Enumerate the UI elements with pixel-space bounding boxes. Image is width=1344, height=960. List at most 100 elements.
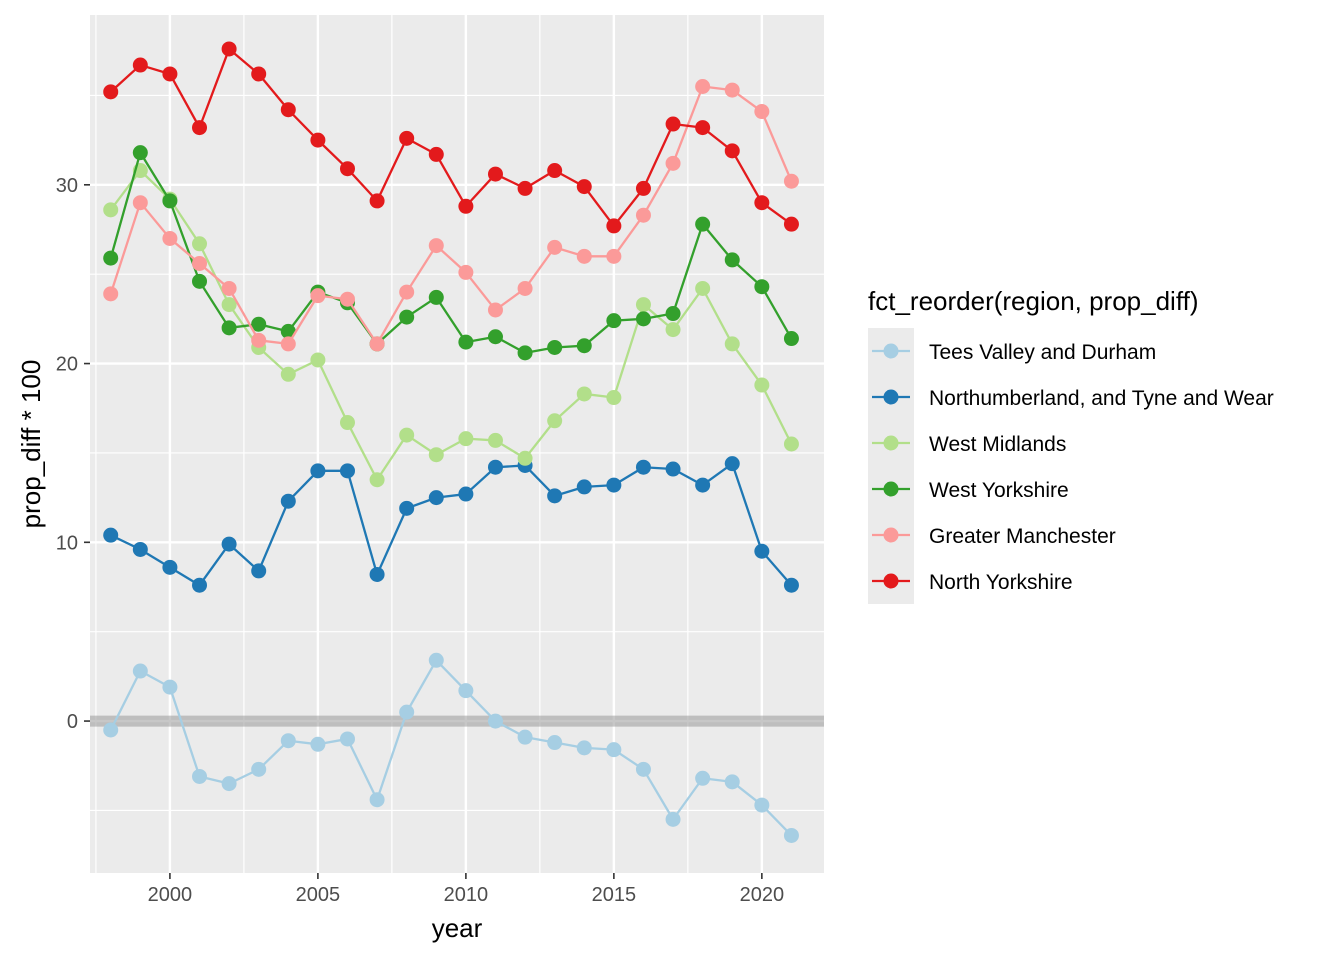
data-point [192, 236, 208, 252]
data-point [132, 663, 148, 679]
data-point [399, 284, 415, 300]
data-point [399, 500, 415, 516]
data-point [280, 102, 296, 118]
data-point [369, 566, 385, 582]
data-point [369, 193, 385, 209]
series-group [103, 652, 799, 843]
data-point [103, 202, 119, 218]
data-point [310, 352, 326, 368]
data-point [695, 216, 711, 232]
legend-label: West Midlands [929, 433, 1066, 456]
data-point [103, 527, 119, 543]
data-point [339, 415, 355, 431]
legend-items: Tees Valley and Durham Northumberland, an… [872, 341, 1274, 594]
data-point [695, 79, 711, 94]
data-point [280, 733, 296, 749]
data-point [695, 477, 711, 493]
x-axis: 2000 2005 2010 2015 2020 [148, 873, 784, 906]
data-point [695, 280, 711, 296]
data-point [280, 336, 296, 352]
data-point [754, 377, 770, 393]
x-tick-label: 2015 [592, 884, 637, 906]
legend-key-point [883, 481, 899, 497]
x-tick-label: 2010 [444, 884, 489, 906]
data-point [251, 316, 267, 332]
legend-item: West Yorkshire [872, 479, 1069, 502]
data-point [783, 173, 799, 189]
legend-label: West Yorkshire [929, 479, 1069, 502]
y-tick-label: 0 [67, 711, 78, 733]
data-point [369, 336, 385, 352]
data-point [458, 198, 474, 214]
data-point [132, 145, 148, 161]
data-point [665, 306, 681, 322]
data-point [635, 761, 651, 777]
data-point [724, 456, 740, 472]
legend-label: Tees Valley and Durham [929, 341, 1156, 364]
data-point [369, 472, 385, 488]
data-point [606, 477, 622, 493]
data-point [635, 311, 651, 327]
series-line [109, 169, 793, 481]
x-tick-label: 2005 [296, 884, 341, 906]
data-point [754, 543, 770, 559]
data-point [547, 339, 563, 355]
data-point [221, 280, 237, 296]
data-point [428, 289, 444, 305]
y-tick-label: 20 [56, 354, 78, 376]
data-point [547, 163, 563, 179]
data-point [192, 577, 208, 593]
data-point [280, 366, 296, 382]
data-point [576, 479, 592, 495]
data-point [606, 390, 622, 406]
legend-item: Greater Manchester [872, 525, 1116, 548]
data-point [487, 329, 503, 345]
data-point [783, 436, 799, 452]
data-point [280, 493, 296, 509]
data-point [310, 736, 326, 752]
data-point [635, 180, 651, 196]
y-tick-label: 10 [56, 532, 78, 554]
y-axis: 0 10 20 30 [56, 175, 90, 733]
data-point [517, 180, 533, 196]
data-point [162, 193, 178, 209]
series-group [103, 456, 799, 593]
data-point [251, 761, 267, 777]
data-point [221, 41, 237, 57]
data-point [251, 66, 267, 82]
data-point [251, 332, 267, 348]
data-point [724, 82, 740, 98]
data-point [310, 288, 326, 304]
data-point [783, 216, 799, 232]
data-point [221, 776, 237, 792]
data-point [547, 413, 563, 429]
series-layer [103, 41, 799, 843]
legend-item: North Yorkshire [872, 571, 1073, 594]
data-point [339, 463, 355, 479]
data-point [221, 536, 237, 552]
data-point [635, 459, 651, 475]
data-point [754, 195, 770, 211]
data-point [369, 792, 385, 808]
series-group [103, 163, 799, 488]
data-point [783, 827, 799, 843]
data-point [310, 132, 326, 148]
data-point [162, 559, 178, 575]
data-point [221, 320, 237, 336]
data-point [635, 297, 651, 313]
data-point [458, 334, 474, 350]
legend-item: Tees Valley and Durham [872, 341, 1156, 364]
data-point [724, 143, 740, 159]
data-point [517, 280, 533, 296]
data-point [339, 731, 355, 747]
data-point [251, 563, 267, 579]
series-group [103, 79, 799, 352]
data-point [635, 207, 651, 223]
legend-label: Northumberland, and Tyne and Wear [929, 387, 1274, 410]
data-point [103, 286, 119, 302]
data-point [487, 713, 503, 729]
data-point [487, 302, 503, 318]
data-point [754, 104, 770, 120]
data-point [724, 252, 740, 268]
data-point [192, 120, 208, 136]
